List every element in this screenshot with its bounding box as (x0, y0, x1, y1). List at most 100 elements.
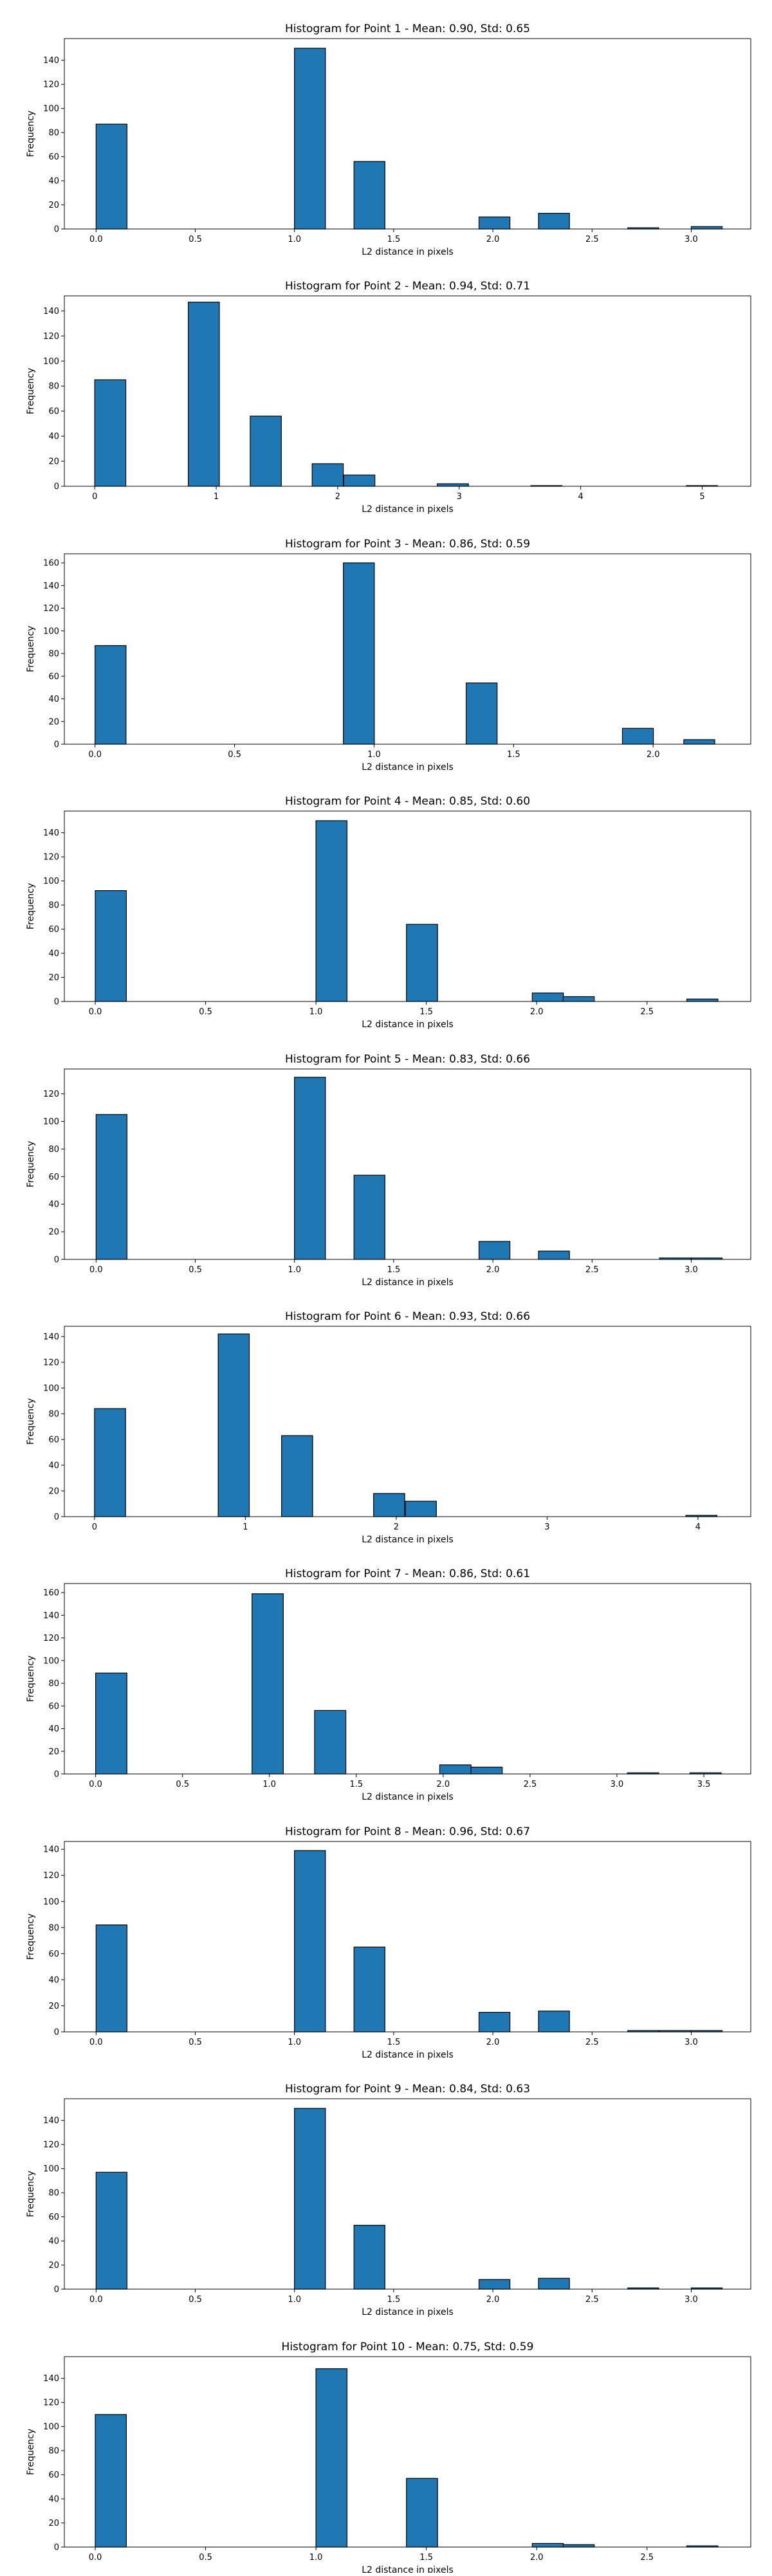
x-tick-label: 2.5 (585, 2295, 599, 2305)
histogram-bar (95, 1924, 128, 2032)
x-tick-label: 0.0 (89, 235, 103, 244)
x-tick-label: 1.5 (419, 1007, 433, 1017)
y-tick-label: 80 (48, 2189, 59, 2198)
axes-frame (64, 295, 751, 487)
histogram-bar (621, 727, 654, 745)
x-tick-label: 1.0 (288, 1265, 301, 1275)
y-tick-label: 80 (48, 901, 59, 911)
y-tick-label: 60 (48, 152, 59, 162)
y-tick-label: 0 (54, 740, 59, 750)
y-tick-label: 80 (48, 1145, 59, 1155)
histogram-bar (315, 820, 348, 1002)
y-tick-label: 40 (48, 1724, 59, 1734)
y-tick-label: 120 (43, 853, 59, 863)
x-tick-label: 2.0 (486, 2295, 500, 2305)
y-tick-label: 120 (43, 604, 59, 614)
x-tick-label: 2 (394, 1522, 399, 1532)
y-tick-label: 60 (48, 1436, 59, 1445)
y-axis-label: Frequency (26, 883, 36, 929)
y-tick-label: 80 (48, 2447, 59, 2456)
y-tick-label: 60 (48, 672, 59, 682)
x-tick-label: 3.0 (685, 2295, 698, 2305)
histogram-bar (439, 1764, 472, 1775)
axes-frame (64, 38, 751, 230)
histogram-bar (94, 379, 127, 487)
histogram-bar (95, 1114, 128, 1260)
x-tick-label: 0 (92, 492, 97, 502)
histogram-bar (250, 416, 282, 487)
x-tick-label: 4 (695, 1522, 701, 1532)
x-tick-label: 3 (544, 1522, 549, 1532)
y-tick-label: 80 (48, 1679, 59, 1689)
y-tick-label: 40 (48, 432, 59, 442)
histogram-bar (353, 1946, 385, 2032)
x-tick-label: 1.5 (387, 1265, 401, 1275)
x-tick-label: 0.5 (188, 2038, 202, 2047)
chart-title: Histogram for Point 5 - Mean: 0.83, Std:… (285, 1053, 530, 1066)
histogram-bar (690, 226, 723, 230)
histogram-bar (217, 1333, 250, 1517)
y-tick-label: 60 (48, 1702, 59, 1712)
y-tick-label: 120 (43, 80, 59, 90)
histogram-bar (314, 1710, 347, 1775)
histogram-bar (188, 302, 220, 487)
axes-frame (64, 2098, 751, 2290)
y-tick-label: 40 (48, 1975, 59, 1985)
histogram-bar (311, 463, 344, 487)
histogram-panel-8: Histogram for Point 8 - Mean: 0.96, Std:… (26, 1825, 751, 2060)
x-tick-label: 0.0 (89, 2553, 102, 2562)
y-tick-label: 60 (48, 925, 59, 935)
y-tick-label: 140 (43, 581, 59, 591)
histogram-bar (95, 890, 127, 1002)
y-axis-label: Frequency (26, 1656, 36, 1702)
x-tick-label: 1.5 (349, 1780, 363, 1789)
y-tick-label: 60 (48, 1173, 59, 1182)
x-tick-label: 0.0 (89, 2295, 103, 2305)
chart-title: Histogram for Point 10 - Mean: 0.75, Std… (282, 2341, 534, 2353)
x-tick-label: 0.5 (199, 2553, 212, 2562)
y-tick-label: 20 (48, 2261, 59, 2270)
y-tick-label: 100 (43, 2422, 59, 2432)
y-tick-label: 80 (48, 1923, 59, 1933)
y-tick-label: 100 (43, 1897, 59, 1907)
x-tick-label: 2.0 (437, 1780, 450, 1789)
y-tick-label: 100 (43, 104, 59, 114)
histogram-bar (95, 2414, 127, 2548)
y-tick-label: 20 (48, 1747, 59, 1757)
histogram-bar (470, 1766, 503, 1775)
y-tick-label: 80 (48, 650, 59, 659)
y-tick-label: 20 (48, 201, 59, 210)
x-tick-label: 1.0 (288, 2295, 301, 2305)
y-tick-label: 140 (43, 2116, 59, 2126)
x-tick-label: 0.5 (188, 1265, 202, 1275)
axes-frame (64, 553, 751, 745)
x-tick-label: 3.0 (685, 235, 698, 244)
y-tick-label: 60 (48, 2213, 59, 2222)
x-tick-label: 2.0 (530, 1007, 544, 1017)
histogram-bar (478, 216, 511, 230)
histogram-bar (465, 682, 498, 745)
y-axis-label: Frequency (26, 111, 36, 157)
y-tick-label: 0 (54, 2028, 59, 2038)
chart-title: Histogram for Point 7 - Mean: 0.86, Std:… (285, 1567, 530, 1580)
x-tick-label: 1.0 (288, 2038, 301, 2047)
x-tick-label: 4 (578, 492, 583, 502)
histogram-bar (562, 996, 595, 1002)
y-tick-label: 0 (54, 2543, 59, 2553)
y-tick-label: 120 (43, 1090, 59, 1099)
y-tick-label: 0 (54, 2285, 59, 2295)
chart-title: Histogram for Point 9 - Mean: 0.84, Std:… (285, 2083, 530, 2096)
x-tick-label: 0.5 (228, 750, 241, 760)
x-axis-label: L2 distance in pixels (362, 2050, 454, 2060)
x-tick-label: 0.5 (176, 1780, 189, 1789)
histogram-bar (406, 2478, 438, 2548)
histogram-bar (538, 1250, 570, 1260)
x-axis-label: L2 distance in pixels (362, 2565, 454, 2573)
histogram-bar (353, 1174, 385, 1260)
y-tick-label: 60 (48, 407, 59, 417)
histogram-panel-9: Histogram for Point 9 - Mean: 0.84, Std:… (26, 2083, 751, 2317)
histogram-bar (294, 1850, 326, 2032)
histogram-panel-7: Histogram for Point 7 - Mean: 0.86, Std:… (26, 1567, 751, 1802)
y-tick-label: 40 (48, 695, 59, 704)
